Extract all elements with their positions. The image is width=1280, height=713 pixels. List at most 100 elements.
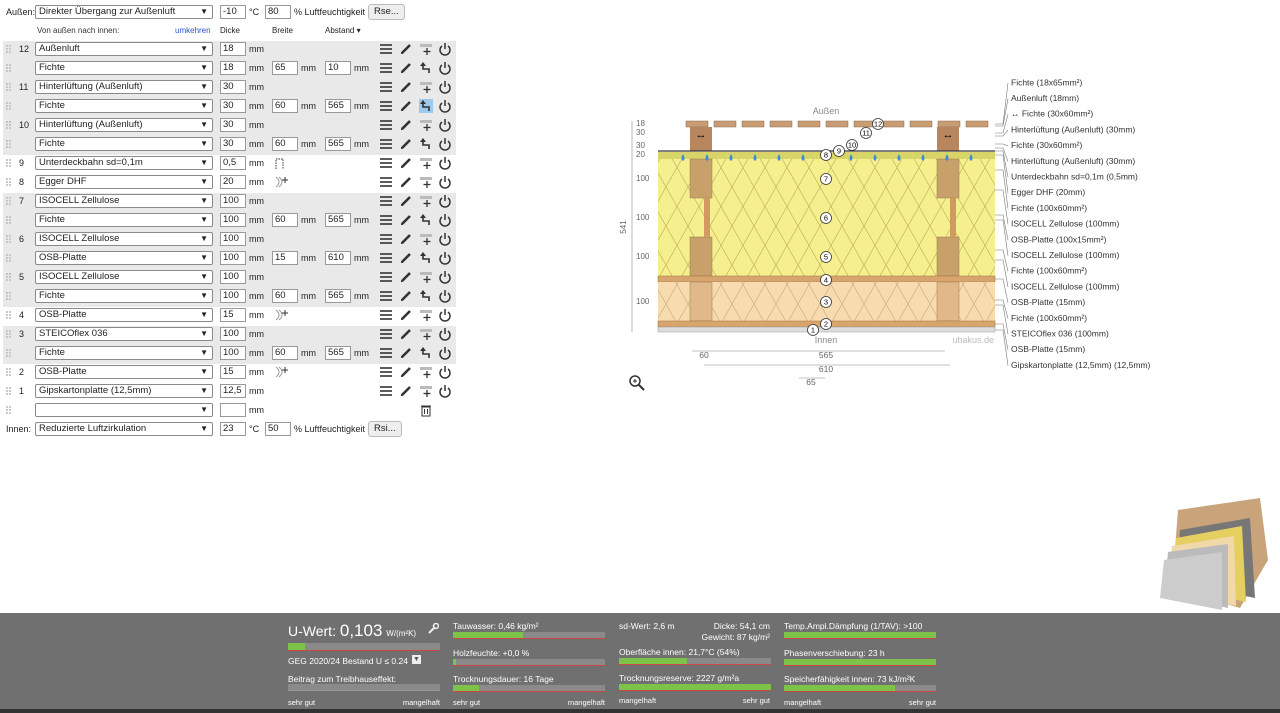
edit-icon[interactable] [399,327,413,341]
new-layer-thickness[interactable] [220,403,246,417]
layer-material[interactable]: Egger DHF [35,175,213,189]
menu-icon[interactable] [379,232,393,246]
toggle-icon[interactable] [438,384,452,398]
menu-icon[interactable] [379,61,393,75]
sub-width[interactable]: 15 [272,251,298,265]
spacing-header[interactable]: Abstand ▾ [325,26,361,35]
delete-icon[interactable] [419,403,433,417]
add-icon[interactable] [419,308,433,322]
edit-icon[interactable] [399,308,413,322]
toggle-icon[interactable] [438,118,452,132]
drag-handle[interactable] [4,118,18,132]
outside-temperature[interactable]: -10 [220,5,246,19]
layer-thickness[interactable]: 0,5 [220,156,246,170]
sub-thickness[interactable]: 100 [220,213,246,227]
layer-thickness[interactable]: 15 [220,365,246,379]
rsi-button[interactable]: Rsi... [368,421,402,437]
toggle-icon[interactable] [438,137,452,151]
layer-material[interactable]: ISOCELL Zellulose [35,232,213,246]
drag-handle[interactable] [4,232,18,246]
toggle-icon[interactable] [438,289,452,303]
menu-icon[interactable] [379,175,393,189]
menu-icon[interactable] [379,99,393,113]
layer-thickness[interactable]: 15 [220,308,246,322]
drag-handle[interactable] [4,137,18,151]
add-icon[interactable] [419,194,433,208]
toggle-icon[interactable] [438,270,452,284]
sub-thickness[interactable]: 100 [220,346,246,360]
sub-material[interactable]: Fichte [35,289,213,303]
wood-icon[interactable] [274,308,288,322]
layer-thickness[interactable]: 100 [220,270,246,284]
sub-spacing[interactable]: 565 [325,289,351,303]
drag-handle[interactable] [4,156,18,170]
add-icon[interactable] [419,327,433,341]
menu-icon[interactable] [379,156,393,170]
layer-thickness[interactable]: 20 [220,175,246,189]
layer-material[interactable]: ISOCELL Zellulose [35,270,213,284]
sub-thickness[interactable]: 30 [220,99,246,113]
toggle-icon[interactable] [438,213,452,227]
reverse-link[interactable]: umkehren [175,26,211,35]
sub-spacing[interactable]: 565 [325,213,351,227]
layer-thickness[interactable]: 30 [220,80,246,94]
edit-icon[interactable] [399,270,413,284]
zoom-icon[interactable] [628,374,646,392]
edit-icon[interactable] [399,289,413,303]
undo-icon[interactable] [419,251,433,265]
undo-icon[interactable] [419,137,433,151]
new-layer-material[interactable] [35,403,213,417]
outside-condition[interactable]: Direkter Übergang zur Außenluft [35,5,213,19]
wood-icon[interactable] [274,175,288,189]
toggle-icon[interactable] [438,175,452,189]
drag-handle[interactable] [4,346,18,360]
sub-material[interactable]: Fichte [35,61,213,75]
drag-handle[interactable] [4,403,18,417]
inside-condition[interactable]: Reduzierte Luftzirkulation [35,422,213,436]
sub-width[interactable]: 65 [272,61,298,75]
edit-icon[interactable] [399,384,413,398]
add-icon[interactable] [419,232,433,246]
edit-icon[interactable] [399,194,413,208]
layer-thickness[interactable]: 100 [220,232,246,246]
sub-thickness[interactable]: 100 [220,289,246,303]
menu-icon[interactable] [379,213,393,227]
undo-icon[interactable] [419,213,433,227]
toggle-icon[interactable] [438,327,452,341]
add-icon[interactable] [419,175,433,189]
sub-spacing[interactable]: 565 [325,137,351,151]
sub-width[interactable]: 60 [272,346,298,360]
menu-icon[interactable] [379,384,393,398]
sub-width[interactable]: 60 [272,137,298,151]
layer-material[interactable]: Hinterlüftung (Außenluft) [35,80,213,94]
edit-icon[interactable] [399,42,413,56]
drag-handle[interactable] [4,308,18,322]
sub-material[interactable]: Fichte [35,137,213,151]
rse-button[interactable]: Rse... [368,4,405,20]
toggle-icon[interactable] [438,99,452,113]
edit-icon[interactable] [399,156,413,170]
toggle-icon[interactable] [438,80,452,94]
toggle-icon[interactable] [438,365,452,379]
menu-icon[interactable] [379,42,393,56]
menu-icon[interactable] [379,346,393,360]
sub-spacing[interactable]: 565 [325,99,351,113]
sub-thickness[interactable]: 100 [220,251,246,265]
layer-thickness[interactable]: 100 [220,194,246,208]
toggle-icon[interactable] [438,232,452,246]
sub-material[interactable]: Fichte [35,99,213,113]
sub-material[interactable]: Fichte [35,346,213,360]
add-icon[interactable] [419,270,433,284]
undo-icon[interactable] [419,346,433,360]
add-icon[interactable] [419,118,433,132]
edit-icon[interactable] [399,175,413,189]
drag-handle[interactable] [4,175,18,189]
sub-width[interactable]: 60 [272,99,298,113]
toggle-icon[interactable] [438,42,452,56]
sub-thickness[interactable]: 30 [220,137,246,151]
sub-spacing[interactable]: 565 [325,346,351,360]
undo-icon[interactable] [419,99,433,113]
layer-material[interactable]: Gipskartonplatte (12,5mm) [35,384,213,398]
layer-material[interactable]: Außenluft [35,42,213,56]
menu-icon[interactable] [379,308,393,322]
